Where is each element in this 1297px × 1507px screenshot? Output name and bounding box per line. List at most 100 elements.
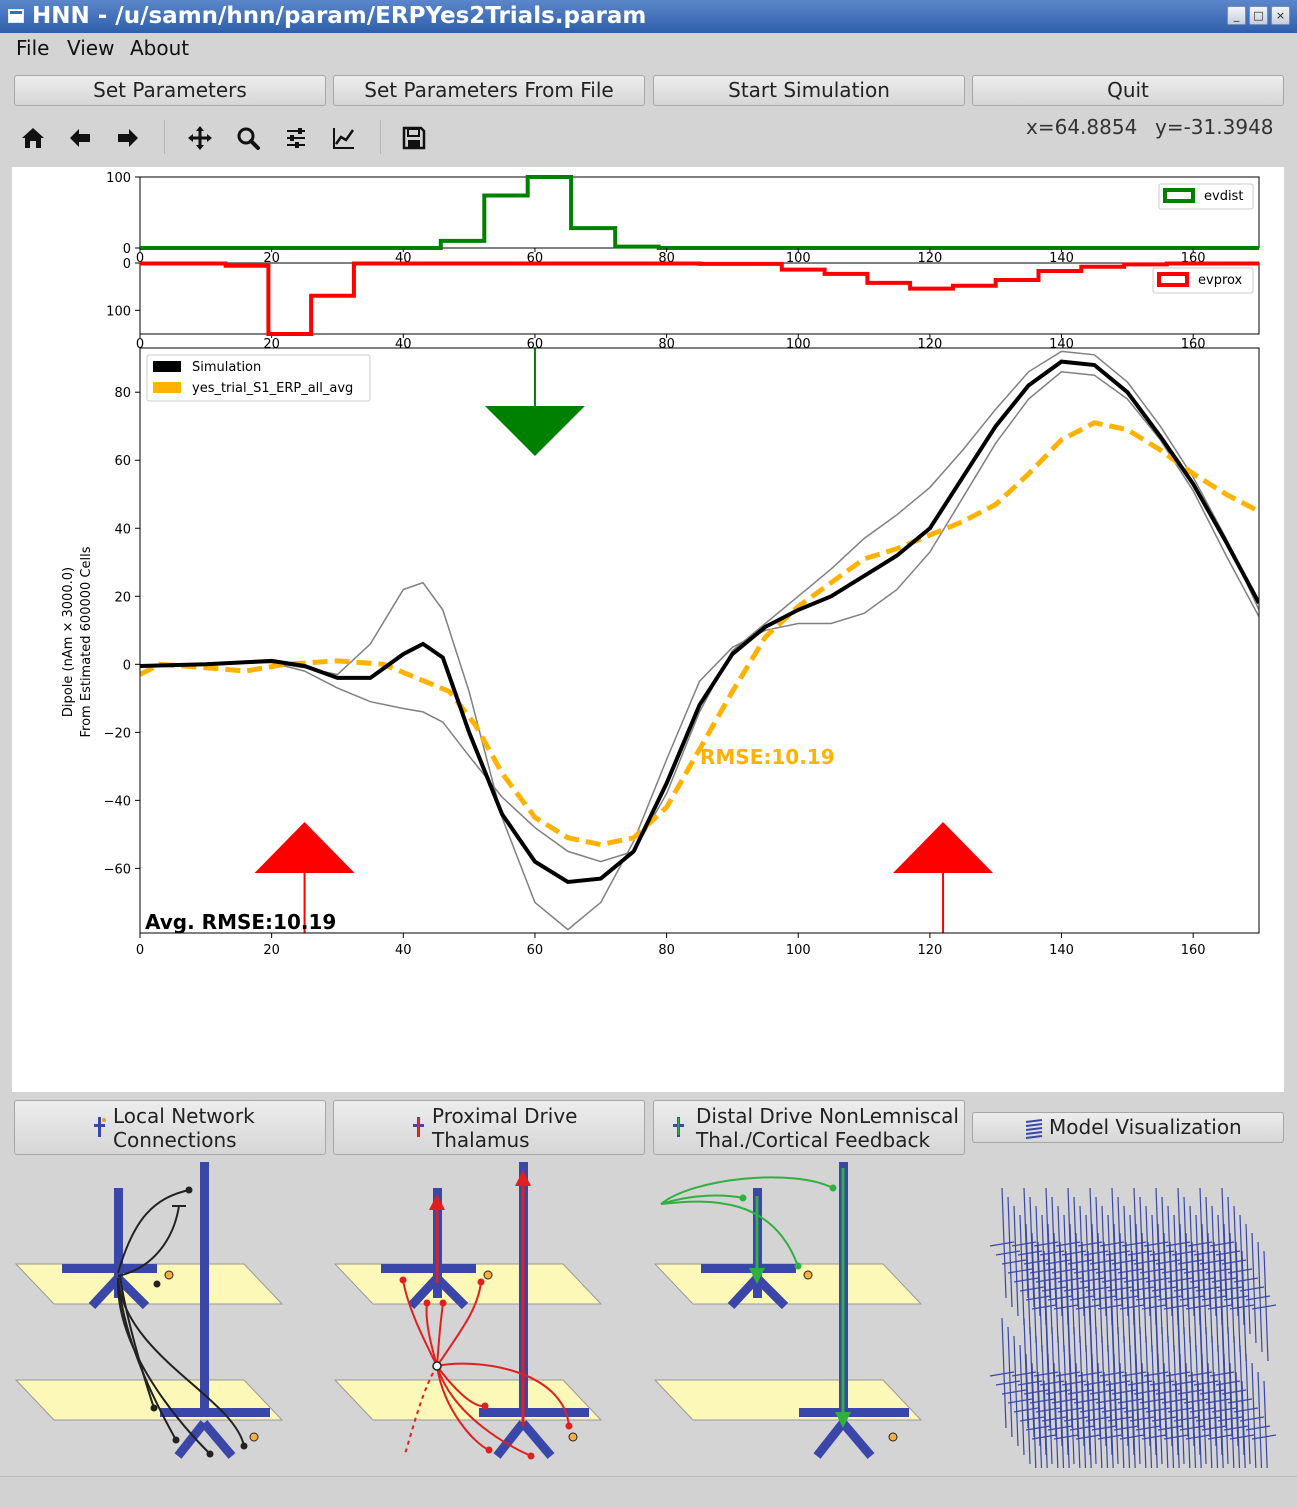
cell-dendrite: [1103, 1371, 1109, 1483]
distal-drive-line2: Thal./Cortical Feedback: [696, 1128, 931, 1152]
cell-dendrite: [1141, 1362, 1147, 1474]
cell-basal: [1141, 1304, 1167, 1310]
cell-dendrite: [1135, 1223, 1141, 1335]
zoom-icon[interactable]: [232, 122, 264, 154]
distal-drive-line1: Distal Drive NonLemniscal: [696, 1104, 959, 1128]
cell-dendrite: [1257, 1371, 1263, 1483]
set-parameters-button[interactable]: Set Parameters: [14, 75, 326, 106]
window-title: HNN - /u/samn/hnn/param/ERPYes2Trials.pa…: [32, 3, 647, 29]
quit-button[interactable]: Quit: [972, 75, 1284, 106]
home-icon[interactable]: [17, 122, 49, 154]
cell-basal: [1229, 1434, 1255, 1440]
model-visualization-button[interactable]: Model Visualization: [972, 1112, 1284, 1143]
pan-icon[interactable]: [184, 122, 216, 154]
cell-dendrite: [1201, 1353, 1207, 1465]
cell-dendrite: [1207, 1362, 1213, 1474]
toolbar-separator: [380, 120, 381, 154]
cell-dendrite: [1147, 1371, 1153, 1483]
cell-dendrite: [1185, 1362, 1191, 1474]
menu-view[interactable]: View: [67, 36, 115, 60]
menu-file[interactable]: File: [16, 36, 50, 60]
cell-basal: [1025, 1425, 1051, 1431]
cell-dendrite: [1157, 1353, 1163, 1465]
x-coordinate-readout: x=64.8854: [1026, 115, 1138, 139]
cell-dendrite: [1223, 1353, 1229, 1465]
back-arrow-icon[interactable]: [64, 122, 96, 154]
x-tick-label: 20: [263, 337, 280, 352]
cell-basal: [1091, 1425, 1117, 1431]
distal-drive-button[interactable]: Distal Drive NonLemniscal Thal./Cortical …: [653, 1100, 965, 1155]
y-tick-label: 40: [114, 522, 131, 537]
start-simulation-button[interactable]: Start Simulation: [653, 75, 965, 106]
cell-basal: [1229, 1304, 1255, 1310]
cell-basal: [995, 1250, 1021, 1256]
plot-canvas[interactable]: 0 100 0 20 40 60 80 100 120 140 160 evdist 0 100 0 20…: [12, 167, 1284, 1092]
data-legend-swatch: [153, 382, 181, 393]
evprox-legend-label: evprox: [1198, 273, 1243, 288]
menu-about[interactable]: About: [130, 36, 190, 60]
model-visualization-icon: [1025, 1119, 1043, 1139]
cell-basal: [1075, 1434, 1101, 1440]
cell-basal: [1031, 1304, 1057, 1310]
evprox-axes-frame: [139, 262, 1260, 335]
cell-dendrite: [1037, 1371, 1043, 1483]
cell-basal: [1185, 1304, 1211, 1310]
x-tick-label: 120: [917, 943, 942, 958]
local-network-line1: Local Network: [113, 1104, 255, 1128]
evdist-legend-swatch: [1163, 188, 1195, 203]
cell-dendrite: [1103, 1241, 1109, 1353]
simulation-trial-2-line: [140, 350, 1259, 863]
cell-basal: [1031, 1434, 1057, 1440]
cell-dendrite: [1251, 1232, 1257, 1344]
set-parameters-from-file-button[interactable]: Set Parameters From File: [333, 75, 645, 106]
cell-dendrite: [1075, 1232, 1081, 1344]
cell-basal: [1069, 1425, 1095, 1431]
close-button[interactable]: ×: [1271, 6, 1290, 25]
x-tick-label: 140: [1049, 251, 1074, 266]
cell-dendrite: [1025, 1353, 1031, 1465]
minimize-button[interactable]: _: [1227, 6, 1246, 25]
cell-basal: [1163, 1434, 1189, 1440]
x-tick-label: 80: [658, 337, 675, 352]
cell-basal: [1097, 1434, 1123, 1440]
cell-basal: [1157, 1425, 1183, 1431]
cell-dendrite: [1019, 1344, 1025, 1456]
y-tick-label: −60: [104, 862, 131, 877]
subplots-config-icon[interactable]: [280, 122, 312, 154]
cell-basal: [1119, 1304, 1145, 1310]
save-icon[interactable]: [398, 122, 430, 154]
simulation-series-line: [140, 359, 1259, 885]
cell-dendrite: [1091, 1223, 1097, 1335]
cell-basal: [1025, 1295, 1051, 1301]
y-tick-label: 0: [123, 658, 131, 673]
x-tick-label: 0: [136, 943, 144, 958]
cell-dendrite: [1185, 1232, 1191, 1344]
y-tick-label: −20: [104, 726, 131, 741]
cell-dendrite: [1147, 1241, 1153, 1353]
proximal-drive-thalamus-button[interactable]: Proximal Drive Thalamus: [333, 1100, 645, 1155]
rmse-label: RMSE:10.19: [700, 745, 835, 769]
evprox-series-line: [140, 261, 1259, 336]
y-tick-label: 20: [114, 590, 131, 605]
cell-dendrite: [1113, 1353, 1119, 1465]
forward-arrow-icon[interactable]: [112, 122, 144, 154]
cell-dendrite: [1169, 1241, 1175, 1353]
x-tick-label: 100: [786, 251, 811, 266]
local-network-connections-button[interactable]: Local Network Connections: [14, 1100, 326, 1155]
cell-dendrite: [1235, 1241, 1241, 1353]
axes-edit-icon[interactable]: [328, 122, 360, 154]
cell-dendrite: [1201, 1223, 1207, 1335]
y-axis-label-line1: Dipole (nAm × 3000.0): [61, 567, 76, 717]
cell-dendrite: [1191, 1371, 1197, 1483]
cell-dendrite: [1097, 1362, 1103, 1474]
cell-basal: [1207, 1434, 1233, 1440]
maximize-button[interactable]: □: [1249, 6, 1268, 25]
y-tick-label: 60: [114, 454, 131, 469]
x-tick-label: 100: [786, 943, 811, 958]
cell-basal: [1179, 1425, 1205, 1431]
cell-dendrite: [1013, 1205, 1019, 1317]
cell-dendrite: [1053, 1232, 1059, 1344]
y-coordinate-readout: y=-31.3948: [1155, 115, 1274, 139]
cell-dendrite: [1081, 1241, 1087, 1353]
